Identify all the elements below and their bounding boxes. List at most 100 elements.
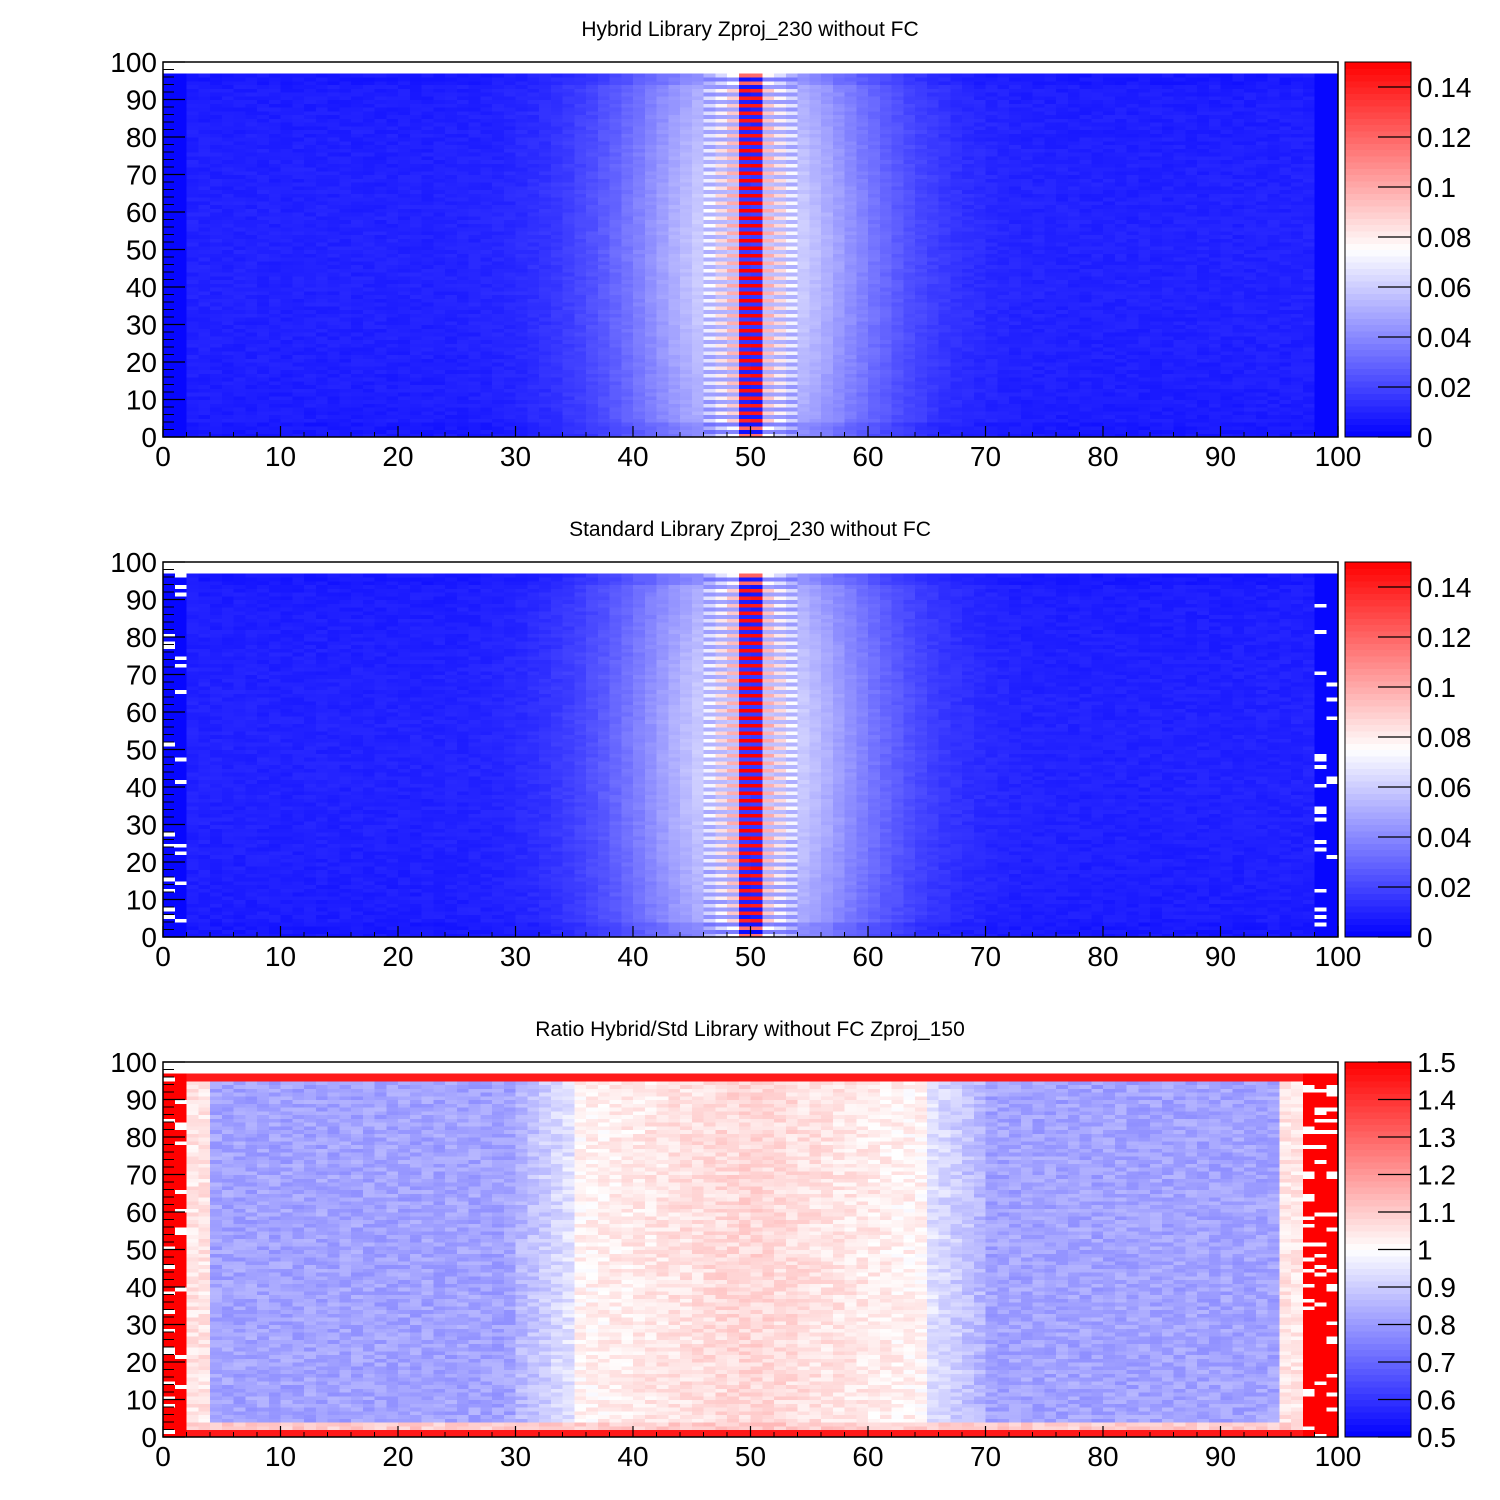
heatmap-cell xyxy=(856,343,869,348)
heatmap-cell xyxy=(1067,335,1081,341)
heatmap-cell xyxy=(621,272,634,277)
heatmap-cell xyxy=(1244,399,1257,404)
heatmap-cell xyxy=(327,305,340,311)
heatmap-cell xyxy=(1173,429,1186,434)
heatmap-cell xyxy=(1114,320,1128,326)
heatmap-cell xyxy=(1126,395,1139,401)
heatmap-cell xyxy=(891,290,904,296)
heatmap-cell xyxy=(1150,399,1163,404)
heatmap-cell xyxy=(774,395,787,401)
heatmap-cell xyxy=(727,377,740,382)
heatmap-cell xyxy=(1091,377,1104,382)
heatmap-cell xyxy=(973,317,987,322)
heatmap-cell xyxy=(950,264,963,269)
heatmap-cell xyxy=(233,380,246,386)
heatmap-cell xyxy=(1279,264,1292,269)
heatmap-cell xyxy=(1079,257,1092,262)
heatmap-cell xyxy=(680,433,693,438)
heatmap-cell xyxy=(633,395,646,401)
heatmap-cell xyxy=(973,283,987,288)
heatmap-cell xyxy=(257,395,270,401)
heatmap-cell xyxy=(515,294,528,299)
heatmap-cell xyxy=(915,377,928,382)
heatmap-cell xyxy=(903,365,916,371)
heatmap-cell xyxy=(1114,335,1128,341)
heatmap-cell xyxy=(492,264,505,269)
heatmap-cell xyxy=(257,302,270,307)
heatmap-cell xyxy=(550,283,564,288)
heatmap-cell xyxy=(821,380,834,386)
heatmap-cell xyxy=(703,429,716,434)
heatmap-cell xyxy=(668,324,681,329)
heatmap-cell xyxy=(938,395,951,401)
heatmap-cell xyxy=(1126,268,1139,273)
heatmap-cell xyxy=(586,328,599,333)
heatmap-cell xyxy=(1302,369,1316,374)
heatmap-cell xyxy=(468,298,481,303)
heatmap-cell xyxy=(1314,339,1327,344)
heatmap-cell xyxy=(1020,407,1034,412)
heatmap-cell xyxy=(1208,279,1222,284)
heatmap-cell xyxy=(926,354,940,359)
heatmap-cell xyxy=(950,377,963,382)
heatmap-cell xyxy=(1138,418,1151,423)
heatmap-cell xyxy=(456,294,470,299)
heatmap-cell xyxy=(1279,302,1292,307)
heatmap-cell xyxy=(1032,249,1045,254)
heatmap-cell xyxy=(1208,403,1222,408)
heatmap-cell xyxy=(198,407,211,412)
heatmap-cell xyxy=(503,294,517,299)
heatmap-cell xyxy=(1103,429,1116,434)
heatmap-cell xyxy=(304,433,317,438)
heatmap-cell xyxy=(1197,377,1210,382)
heatmap-cell xyxy=(257,425,270,431)
heatmap-cell xyxy=(186,332,199,337)
heatmap-cell xyxy=(938,358,951,363)
heatmap-cell xyxy=(727,257,740,262)
heatmap-cell xyxy=(1056,429,1069,434)
heatmap-cell xyxy=(1220,392,1233,397)
heatmap-cell xyxy=(1114,253,1128,258)
heatmap-cell xyxy=(210,332,223,337)
heatmap-cell xyxy=(915,272,928,277)
heatmap-cell xyxy=(1197,317,1210,322)
heatmap-cell xyxy=(245,268,258,273)
heatmap-cell xyxy=(738,317,752,322)
heatmap-cell xyxy=(445,249,458,254)
heatmap-cell xyxy=(386,309,399,314)
heatmap-cell xyxy=(492,395,505,401)
heatmap-cell xyxy=(503,365,517,371)
heatmap-cell xyxy=(550,343,564,348)
heatmap-cell xyxy=(198,354,211,359)
heatmap-cell xyxy=(527,257,540,262)
heatmap-cell xyxy=(597,305,611,311)
heatmap-cell xyxy=(233,410,246,416)
heatmap-cell xyxy=(503,369,517,374)
heatmap-cell xyxy=(797,403,810,408)
heatmap-cell xyxy=(844,253,857,258)
heatmap-cell xyxy=(668,410,681,416)
heatmap-cell xyxy=(644,407,658,412)
heatmap-cell xyxy=(245,260,258,266)
heatmap-cell xyxy=(1267,335,1280,341)
heatmap-cell xyxy=(738,362,752,367)
heatmap-cell xyxy=(339,332,352,337)
heatmap-cell xyxy=(832,335,846,341)
heatmap-cell xyxy=(691,384,705,389)
heatmap-cell xyxy=(1291,320,1304,326)
heatmap-cell xyxy=(821,290,834,296)
heatmap-cell xyxy=(1255,249,1269,254)
heatmap-cell xyxy=(668,298,681,303)
heatmap-cell xyxy=(1079,320,1092,326)
heatmap-cell xyxy=(445,388,458,393)
heatmap-cell xyxy=(680,283,693,288)
heatmap-cell xyxy=(1114,283,1128,288)
heatmap-cell xyxy=(351,317,364,322)
heatmap-cell xyxy=(1009,279,1022,284)
heatmap-cell xyxy=(750,362,763,367)
heatmap-cell xyxy=(327,283,340,288)
heatmap-cell xyxy=(1279,365,1292,371)
heatmap-cell xyxy=(715,305,728,311)
heatmap-cell xyxy=(656,362,669,367)
heatmap-cell xyxy=(456,332,470,337)
